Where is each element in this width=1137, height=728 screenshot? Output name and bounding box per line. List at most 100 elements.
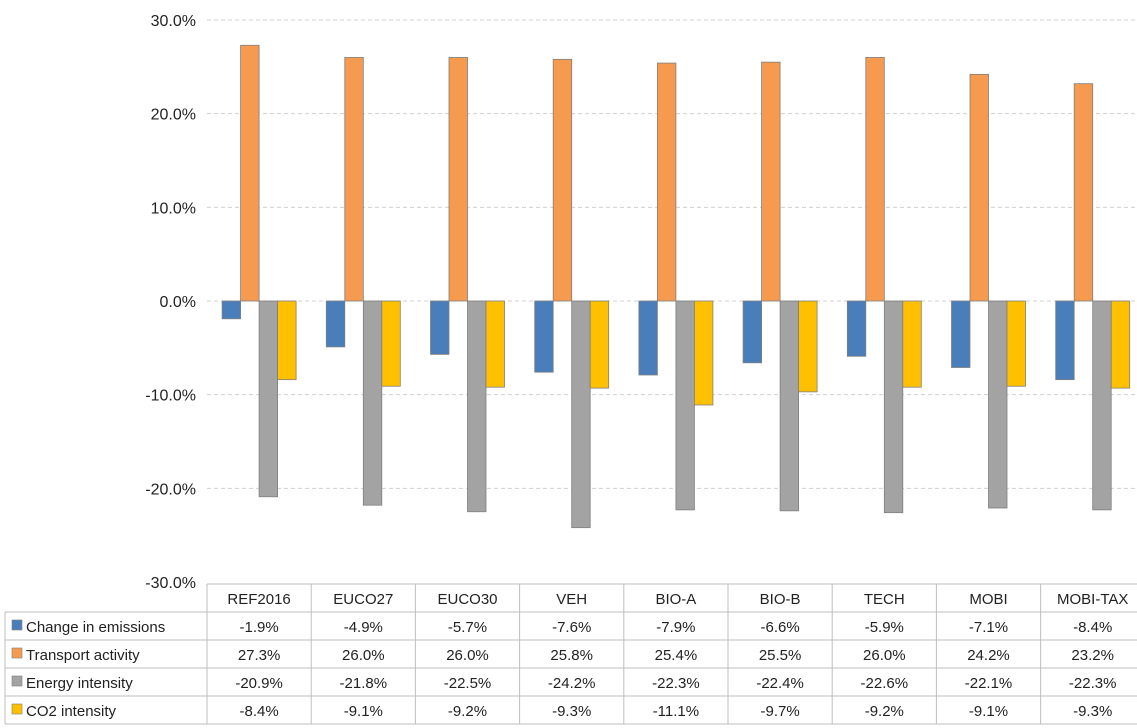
- data-label: -9.1%: [344, 703, 383, 720]
- bar-energy-intensity: [675, 300, 695, 511]
- y-tick-label: -30.0%: [145, 575, 196, 592]
- data-label: -8.4%: [1073, 619, 1112, 636]
- data-label: 27.3%: [238, 647, 281, 664]
- data-label: -5.7%: [448, 619, 487, 636]
- data-label: -1.9%: [240, 619, 279, 636]
- data-label: -7.1%: [969, 619, 1008, 636]
- bar-change-in-emissions: [534, 300, 554, 373]
- data-label: -9.3%: [552, 703, 591, 720]
- bar-co2-intensity: [694, 300, 714, 406]
- bars: [221, 44, 1131, 529]
- bar-energy-intensity: [988, 300, 1008, 509]
- legend-swatch: [11, 647, 23, 659]
- data-label: -4.9%: [344, 619, 383, 636]
- data-label: 24.2%: [967, 647, 1010, 664]
- bar-co2-intensity: [798, 300, 818, 393]
- bar-change-in-emissions: [325, 300, 346, 348]
- legend-label: Transport activity: [26, 647, 140, 664]
- data-label: -9.3%: [1073, 703, 1112, 720]
- data-label: -9.1%: [969, 703, 1008, 720]
- legend-label: CO2 intensity: [26, 703, 117, 720]
- bar-co2-intensity: [589, 300, 610, 389]
- bar-change-in-emissions: [638, 300, 658, 376]
- data-label: -11.1%: [653, 703, 699, 720]
- bar-change-in-emissions: [430, 300, 450, 355]
- bar-transport-activity: [552, 58, 573, 302]
- bar-energy-intensity: [467, 300, 487, 513]
- bar-transport-activity: [865, 57, 885, 302]
- data-label: 25.8%: [550, 647, 593, 664]
- bar-transport-activity: [761, 61, 781, 302]
- y-tick-label: 30.0%: [151, 13, 196, 30]
- data-label: -22.3%: [652, 675, 700, 692]
- bar-transport-activity: [969, 73, 989, 302]
- legend-label: Change in emissions: [26, 619, 165, 636]
- category-label: VEH: [556, 591, 587, 608]
- data-label: -6.6%: [761, 619, 800, 636]
- bar-change-in-emissions: [221, 300, 242, 320]
- bar-transport-activity: [240, 44, 260, 302]
- category-label: MOBI: [969, 591, 1007, 608]
- data-label: -5.9%: [865, 619, 904, 636]
- data-label: 25.5%: [759, 647, 802, 664]
- legend-label: Energy intensity: [26, 675, 133, 692]
- bar-change-in-emissions: [846, 300, 867, 357]
- data-label: -7.9%: [656, 619, 695, 636]
- bar-change-in-emissions: [1055, 300, 1075, 381]
- category-label: EUCO30: [437, 591, 497, 608]
- bar-transport-activity: [448, 57, 468, 302]
- bar-change-in-emissions: [742, 300, 762, 364]
- bar-transport-activity: [657, 62, 677, 302]
- legend-swatch: [11, 619, 23, 631]
- data-label: -8.4%: [240, 703, 279, 720]
- category-label: EUCO27: [333, 591, 393, 608]
- legend-swatch: [11, 703, 23, 715]
- data-label: -21.8%: [340, 675, 388, 692]
- bar-change-in-emissions: [951, 300, 971, 368]
- y-tick-label: -10.0%: [145, 388, 196, 405]
- data-label: -7.6%: [552, 619, 591, 636]
- bar-energy-intensity: [1092, 300, 1112, 511]
- data-label: -24.2%: [548, 675, 596, 692]
- data-label: 25.4%: [655, 647, 698, 664]
- data-label: -22.5%: [444, 675, 492, 692]
- bar-co2-intensity: [381, 300, 401, 387]
- bar-co2-intensity: [485, 300, 505, 388]
- category-label: MOBI-TAX: [1057, 591, 1128, 608]
- bar-co2-intensity: [1110, 300, 1131, 389]
- bar-transport-activity: [1073, 83, 1094, 302]
- y-tick-label: 20.0%: [151, 107, 196, 124]
- y-tick-label: 0.0%: [160, 294, 196, 311]
- data-label: 26.0%: [863, 647, 906, 664]
- data-label: -22.6%: [861, 675, 909, 692]
- y-tick-label: 10.0%: [151, 200, 196, 217]
- data-label: -20.9%: [235, 675, 283, 692]
- data-table: REF2016 EUCO27 EUCO30 VEH BIO-A BIO-B TECH MOBI…: [4, 583, 1137, 725]
- data-label: 23.2%: [1071, 647, 1114, 664]
- data-label: -9.2%: [865, 703, 904, 720]
- legend-swatch: [11, 675, 23, 687]
- data-label: 26.0%: [446, 647, 489, 664]
- category-label: REF2016: [227, 591, 290, 608]
- category-label: BIO-A: [655, 591, 696, 608]
- data-label: -22.4%: [756, 675, 804, 692]
- bar-transport-activity: [344, 57, 364, 302]
- bar-co2-intensity: [1006, 300, 1026, 387]
- data-label: 26.0%: [342, 647, 385, 664]
- bar-energy-intensity: [883, 300, 904, 514]
- bar-energy-intensity: [258, 300, 279, 498]
- bar-co2-intensity: [902, 300, 922, 388]
- bar-co2-intensity: [277, 300, 297, 381]
- bar-energy-intensity: [362, 300, 383, 506]
- data-label: -22.3%: [1069, 675, 1117, 692]
- category-label: BIO-B: [760, 591, 801, 608]
- y-tick-label: -20.0%: [145, 481, 196, 498]
- data-label: -9.2%: [448, 703, 487, 720]
- category-label: TECH: [864, 591, 905, 608]
- bar-energy-intensity: [571, 300, 591, 529]
- data-label: -22.1%: [965, 675, 1013, 692]
- y-axis: 30.0% 20.0% 10.0% 0.0% -10.0% -20.0% -30.0%: [145, 13, 196, 592]
- data-label: -9.7%: [761, 703, 800, 720]
- bar-energy-intensity: [779, 300, 799, 512]
